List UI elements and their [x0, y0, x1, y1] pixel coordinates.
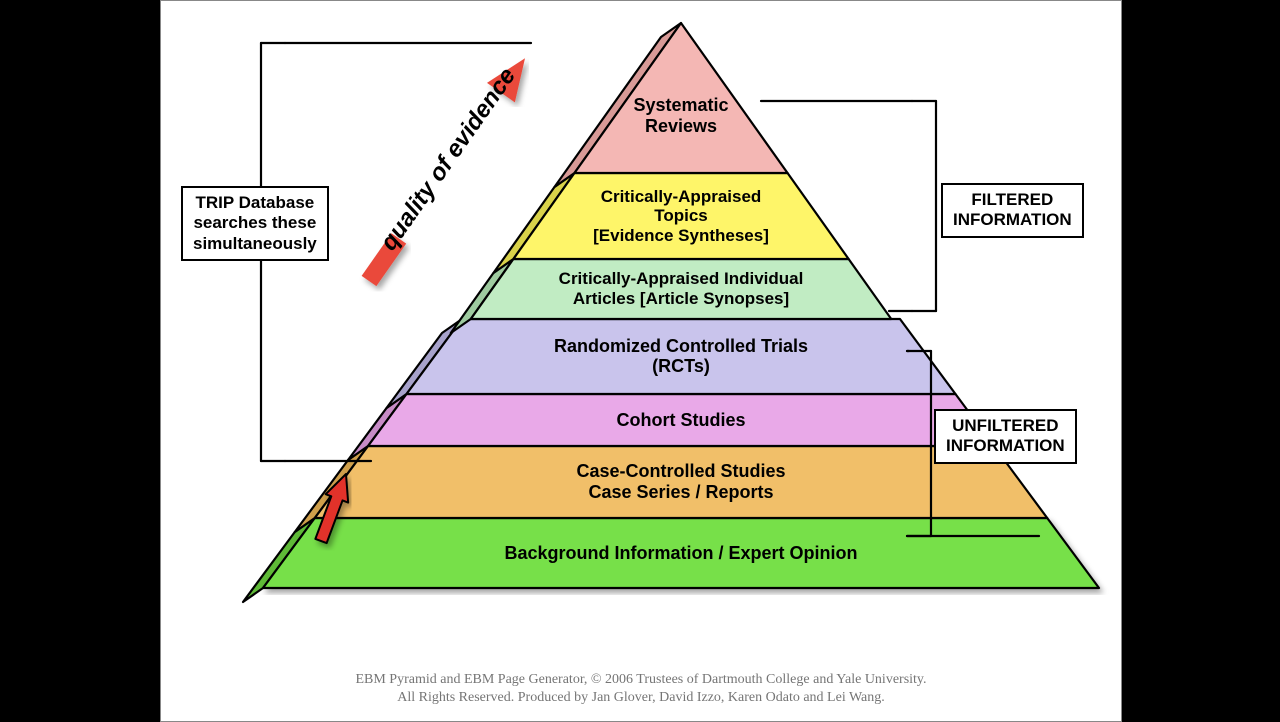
filtered-info-box: FILTEREDINFORMATION	[941, 183, 1084, 238]
trip-database-box: TRIP Databasesearches thesesimultaneousl…	[181, 186, 329, 261]
credit-text: EBM Pyramid and EBM Page Generator, © 20…	[161, 671, 1121, 706]
pyramid-layer-label: Randomized Controlled Trials(RCTs)	[554, 336, 808, 377]
pyramid-layer-label: Critically-AppraisedTopics[Evidence Synt…	[593, 187, 769, 246]
pyramid-layer-label: Critically-Appraised IndividualArticles …	[559, 269, 804, 308]
unfiltered-info-box: UNFILTEREDINFORMATION	[934, 409, 1077, 464]
pyramid-layer-label: Background Information / Expert Opinion	[504, 543, 857, 564]
credit-line-2: All Rights Reserved. Produced by Jan Glo…	[397, 690, 885, 705]
pyramid-layer-label: SystematicReviews	[633, 95, 728, 136]
diagram-canvas: Background Information / Expert Opinion C…	[160, 0, 1122, 722]
pyramid-layer-label: Cohort Studies	[617, 410, 746, 431]
pyramid-layer-label: Case-Controlled StudiesCase Series / Rep…	[576, 461, 785, 502]
credit-line-1: EBM Pyramid and EBM Page Generator, © 20…	[355, 672, 926, 687]
